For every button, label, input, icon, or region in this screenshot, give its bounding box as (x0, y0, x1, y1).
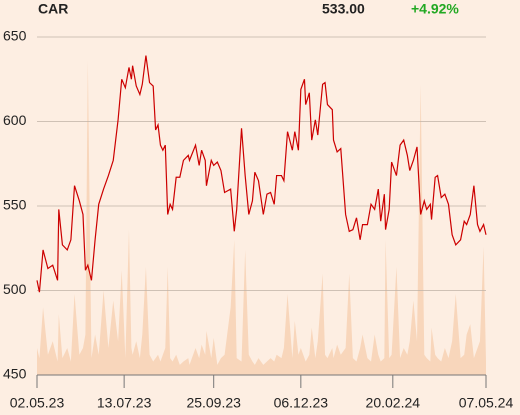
x-tick-label: 07.05.24 (459, 395, 514, 411)
x-tick-label: 02.05.23 (10, 395, 65, 411)
x-tick-label: 13.07.23 (97, 395, 152, 411)
price: 533.00 (322, 1, 365, 17)
y-tick-label: 550 (3, 197, 27, 213)
y-tick-label: 600 (3, 112, 27, 128)
price-line (36, 55, 487, 293)
y-tick-label: 650 (3, 28, 27, 44)
y-tick-label: 500 (3, 281, 27, 297)
y-tick-label: 450 (3, 366, 27, 382)
x-tick-label: 20.02.24 (366, 395, 421, 411)
change: +4.92% (411, 1, 459, 17)
x-tick-label: 06.12.23 (274, 395, 329, 411)
x-tick-label: 25.09.23 (186, 395, 241, 411)
symbol: CAR (38, 1, 68, 17)
